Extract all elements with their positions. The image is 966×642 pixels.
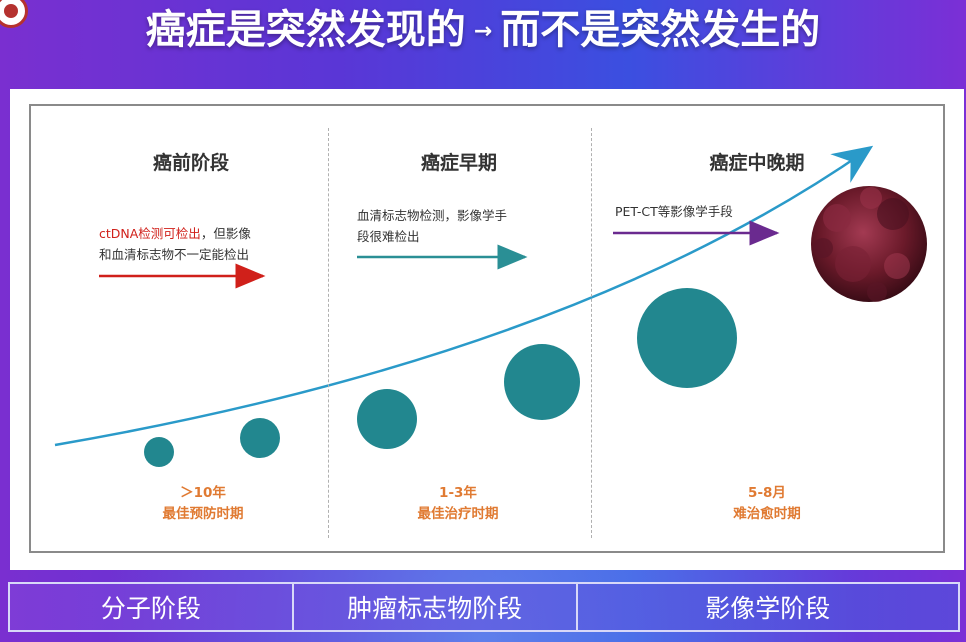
stage-2-note-line-2: 段很难检出	[357, 229, 420, 244]
stage-bar-marker: 肿瘤标志物阶段	[291, 584, 576, 630]
page-title: 癌症是突然发现的 → 而不是突然发生的	[0, 4, 966, 58]
stage-3-title: 癌症中晚期	[709, 152, 805, 174]
diagram-panel: 癌前阶段 癌症早期 癌症中晚期 ctDNA检测可检出，但影像 和血清标志物不一定…	[29, 104, 945, 553]
stage-3-time: 5-8月 难治愈时期	[667, 483, 867, 525]
stage-2-note-line-1: 血清标志物检测，影像学手	[357, 208, 508, 223]
tumor-bubble-3	[357, 389, 417, 449]
title-part-2: 而不是突然发生的	[500, 7, 821, 53]
stage-2-time: 1-3年 最佳治疗时期	[358, 483, 558, 525]
stage-2-time-label: 最佳治疗时期	[417, 506, 499, 522]
stage-bar: 分子阶段 肿瘤标志物阶段 影像学阶段	[8, 582, 960, 632]
stage-1-time-span: ＞10年	[180, 485, 226, 501]
stage-2-note: 血清标志物检测，影像学手 段很难检出	[357, 205, 507, 247]
stage-1-title: 癌前阶段	[152, 152, 229, 174]
stage-bar-molecular: 分子阶段	[100, 594, 201, 623]
stage-3-time-label: 难治愈时期	[733, 506, 801, 522]
stage-1-time-label: 最佳预防时期	[162, 506, 244, 522]
stage-3-note-line-1: PET-CT等影像学手段	[615, 204, 733, 219]
stage-2-title: 癌症早期	[420, 152, 497, 174]
tumor-cell-icon	[811, 186, 927, 302]
stage-divider-1	[328, 128, 329, 538]
stage-bar-imaging: 影像学阶段	[575, 584, 958, 630]
stage-1-note-line-1: ，但影像	[200, 226, 251, 241]
stage-divider-2	[591, 128, 592, 538]
tumor-bubble-5	[637, 288, 737, 388]
stage-1-time: ＞10年 最佳预防时期	[103, 483, 303, 525]
tumor-bubble-1	[144, 437, 174, 467]
diagram-card: 癌前阶段 癌症早期 癌症中晚期 ctDNA检测可检出，但影像 和血清标志物不一定…	[10, 89, 964, 570]
diagram-graphics	[54, 145, 927, 467]
title-part-1: 癌症是突然发现的	[145, 7, 466, 53]
growth-curve	[54, 145, 874, 447]
stage-2-time-span: 1-3年	[439, 485, 477, 501]
stage-1-note-line-2: 和血清标志物不一定能检出	[99, 247, 250, 262]
stage-3-note: PET-CT等影像学手段	[615, 201, 733, 222]
tumor-bubble-2	[240, 418, 280, 458]
stage-1-note: ctDNA检测可检出，但影像 和血清标志物不一定能检出	[99, 223, 251, 265]
stage-3-time-span: 5-8月	[748, 485, 786, 501]
stage-1-note-highlight: ctDNA检测可检出	[99, 226, 201, 241]
title-arrow-icon: →	[473, 19, 493, 44]
tumor-bubble-4	[504, 344, 580, 420]
